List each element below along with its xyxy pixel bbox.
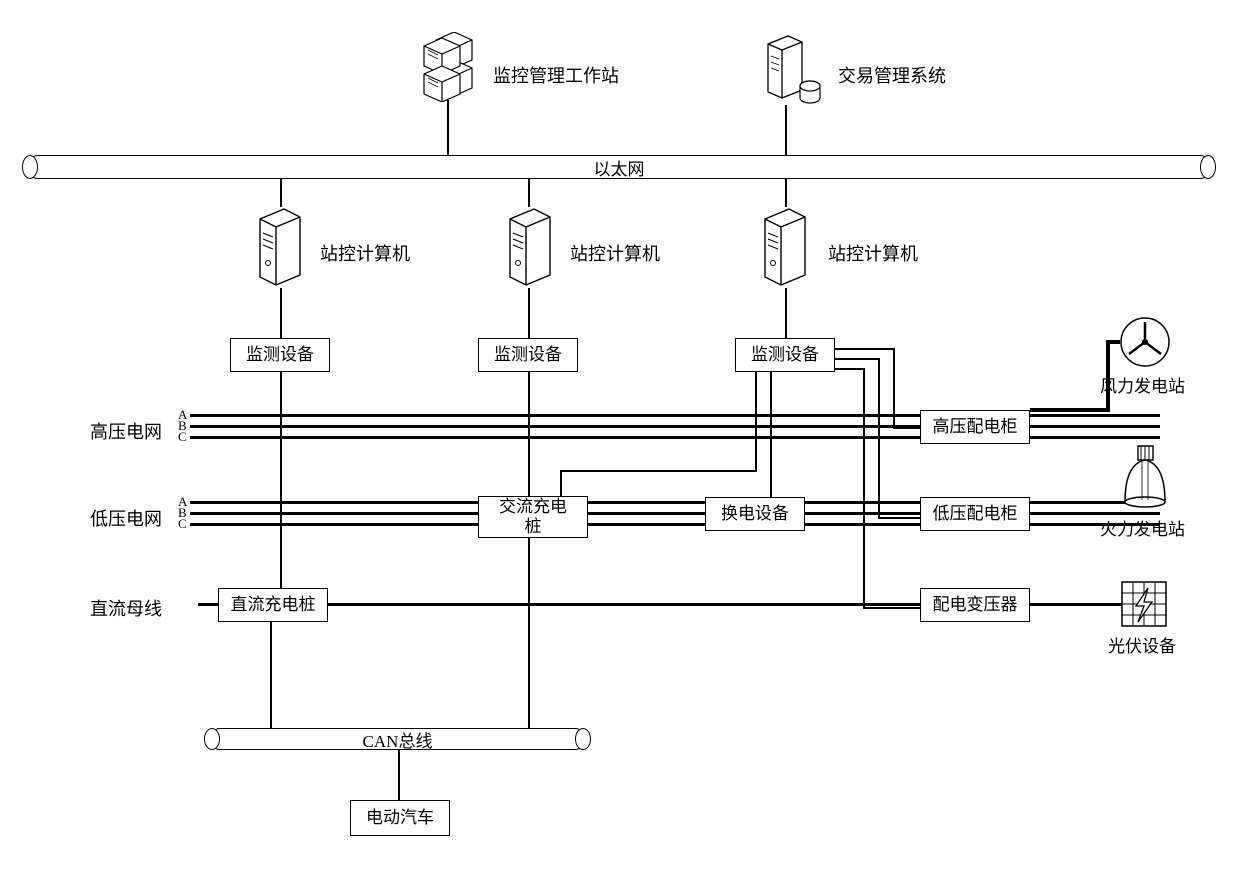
ev-box: 电动汽车: [350, 800, 450, 836]
line: [863, 368, 865, 608]
line: [835, 368, 865, 370]
line: [560, 470, 562, 498]
trade-system-label: 交易管理系统: [838, 62, 946, 88]
thermal-label: 火力发电站: [1100, 515, 1185, 540]
transformer-label: 配电变压器: [933, 595, 1018, 615]
can-bus-label: CAN总线: [363, 727, 433, 752]
lv-grid-label: 低压电网: [90, 505, 162, 531]
can-bus: CAN总线: [210, 728, 585, 750]
pv-icon: [1118, 578, 1170, 630]
diagram-canvas: 监控管理工作站 交易管理系统 以太网 站控计算机 站控计算机: [0, 0, 1240, 888]
line: [785, 179, 787, 207]
line: [280, 288, 282, 338]
line-thick: [1106, 340, 1120, 344]
monitor-device-3: 监测设备: [735, 338, 835, 372]
pv-label: 光伏设备: [1108, 632, 1176, 657]
line: [785, 288, 787, 338]
hv-cabinet-label: 高压配电柜: [933, 417, 1018, 437]
transformer: 配电变压器: [920, 588, 1030, 622]
line: [270, 622, 272, 730]
line-thick: [1106, 340, 1110, 412]
station-pc-label-3: 站控计算机: [828, 240, 918, 266]
phase-c: C: [178, 429, 187, 445]
line: [863, 607, 921, 609]
line: [878, 517, 921, 519]
ac-charger-label: 交流充电 桩: [499, 497, 567, 538]
line: [280, 179, 282, 207]
ethernet-bus-label: 以太网: [594, 155, 645, 180]
monitor-device-2: 监测设备: [478, 338, 578, 372]
phase-c2: C: [178, 516, 187, 532]
lv-cabinet-label: 低压配电柜: [933, 504, 1018, 524]
station-pc-icon-3: [755, 205, 815, 290]
ev-label: 电动汽车: [366, 808, 434, 828]
hv-grid-label: 高压电网: [90, 418, 162, 444]
monitor-device-1: 监测设备: [230, 338, 330, 372]
line: [528, 288, 530, 338]
line: [447, 100, 449, 155]
line: [560, 470, 757, 472]
monitor-device-1-label: 监测设备: [246, 345, 314, 365]
hv-cabinet: 高压配电柜: [920, 410, 1030, 444]
monitor-device-2-label: 监测设备: [494, 345, 562, 365]
station-pc-label-2: 站控计算机: [570, 240, 660, 266]
station-pc-icon-2: [500, 205, 560, 290]
line: [835, 358, 880, 360]
swap-device: 换电设备: [705, 497, 805, 531]
line: [528, 538, 530, 730]
line-thick: [1030, 408, 1110, 412]
station-pc-label-1: 站控计算机: [320, 240, 410, 266]
monitor-device-3-label: 监测设备: [751, 345, 819, 365]
trade-system-icon: [758, 32, 828, 107]
line: [835, 348, 895, 350]
station-pc-icon-1: [250, 205, 310, 290]
line: [755, 372, 757, 472]
dc-charger: 直流充电桩: [218, 588, 328, 622]
wind-label: 风力发电站: [1100, 372, 1185, 397]
line: [398, 750, 400, 800]
lv-cabinet: 低压配电柜: [920, 497, 1030, 531]
line: [785, 105, 787, 155]
line: [528, 372, 530, 498]
ac-charger: 交流充电 桩: [478, 496, 588, 538]
monitor-workstation-label: 监控管理工作站: [493, 62, 619, 88]
dc-bus-label: 直流母线: [90, 595, 162, 621]
swap-device-label: 换电设备: [721, 504, 789, 524]
monitor-workstation-icon: [418, 32, 478, 102]
ethernet-bus: 以太网: [28, 155, 1210, 179]
line: [280, 372, 282, 592]
dc-charger-label: 直流充电桩: [231, 595, 316, 615]
thermal-icon: [1118, 440, 1173, 510]
line: [528, 179, 530, 207]
wind-icon: [1115, 312, 1175, 372]
